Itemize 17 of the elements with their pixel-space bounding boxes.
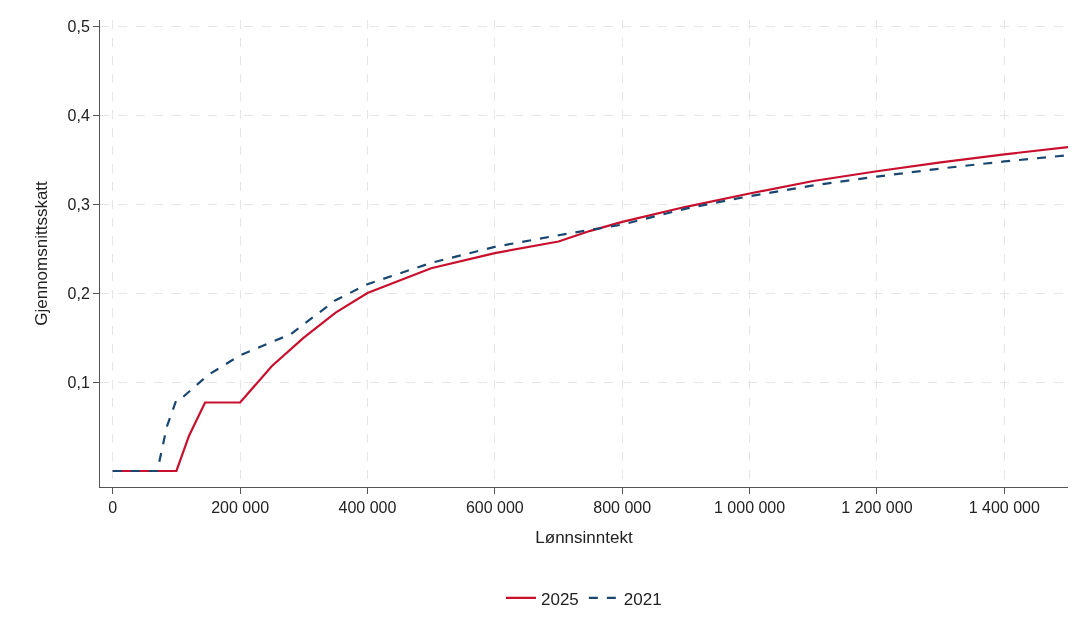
x-tick-label: 600 000 xyxy=(465,499,524,517)
x-tick-label: 1 000 000 xyxy=(713,499,786,517)
y-axis-title: Gjennomsnittsskatt xyxy=(32,180,52,326)
y-tick-label: 0,3 xyxy=(67,195,90,213)
y-tick-label: 0,1 xyxy=(67,373,90,391)
legend-label: 2021 xyxy=(623,589,662,609)
y-tick-label: 0,4 xyxy=(67,106,90,124)
x-tick-label: 0 xyxy=(108,499,118,517)
y-tick-label: 0,5 xyxy=(67,17,90,35)
x-tick-label: 1 400 000 xyxy=(968,499,1041,517)
y-tick-label: 0,2 xyxy=(67,284,90,302)
x-axis-title: Lønnsinntekt xyxy=(535,527,633,547)
legend-label: 2025 xyxy=(541,589,579,609)
x-tick-label: 400 000 xyxy=(338,499,397,517)
x-tick-label: 200 000 xyxy=(211,499,270,517)
x-tick-label: 1 200 000 xyxy=(841,499,913,517)
x-tick-label: 800 000 xyxy=(593,499,652,517)
